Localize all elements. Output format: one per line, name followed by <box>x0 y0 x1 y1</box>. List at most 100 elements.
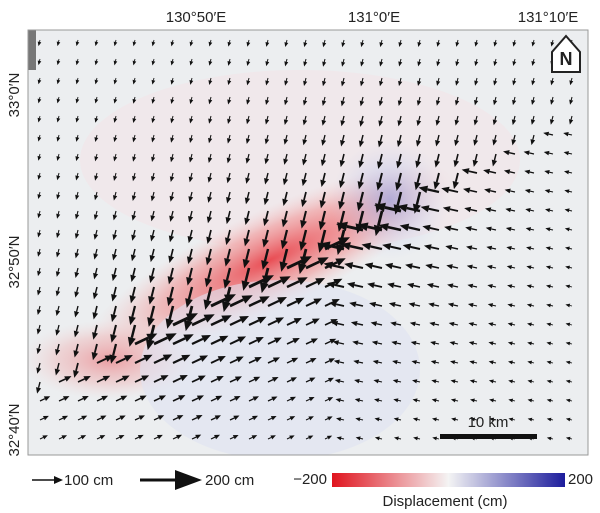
arrow-head <box>488 360 494 365</box>
arrow-head <box>150 195 156 202</box>
displacement-arrow <box>229 318 242 327</box>
map-area <box>28 30 588 455</box>
arrow-head <box>376 161 383 170</box>
displacement-arrow <box>39 77 41 81</box>
displacement-arrow <box>395 323 402 326</box>
displacement-arrow <box>39 436 44 440</box>
arrow-head <box>37 136 42 142</box>
arrow-head <box>75 98 80 104</box>
displacement-arrow <box>302 210 307 222</box>
arrow-head <box>120 395 128 401</box>
arrow-head <box>544 170 550 175</box>
arrow-head <box>36 328 42 335</box>
arrow-head <box>409 321 416 327</box>
arrow-head <box>527 398 533 403</box>
displacement-arrow <box>342 115 345 121</box>
displacement-arrow <box>322 153 326 161</box>
displacement-arrow <box>301 229 308 243</box>
arrow-head <box>42 415 49 421</box>
displacement-arrow <box>305 437 310 440</box>
arrow-head <box>526 303 532 308</box>
displacement-arrow <box>341 134 345 141</box>
displacement-arrow <box>248 359 257 364</box>
arrow-head <box>37 251 42 257</box>
arrow-head <box>56 136 61 142</box>
arrow-head <box>313 298 323 305</box>
arrow-head <box>227 80 232 86</box>
arrow-head <box>130 254 137 262</box>
arrow-head <box>94 41 99 47</box>
displacement-arrow <box>38 286 41 291</box>
arrow-head <box>545 208 551 213</box>
arrow-head <box>524 169 531 175</box>
displacement-arrow <box>134 336 149 346</box>
arrow-head <box>569 99 574 105</box>
displacement-arrow <box>511 247 516 250</box>
arrow-head <box>271 396 278 402</box>
arrow-head <box>74 233 80 239</box>
displacement-arrow <box>210 436 216 440</box>
arrow-head <box>179 375 188 382</box>
displacement-arrow <box>171 134 174 139</box>
displacement-arrow <box>115 436 120 440</box>
arrow-head <box>312 318 320 325</box>
arrow-head <box>151 79 156 85</box>
displacement-arrow <box>550 324 554 326</box>
arrow-head <box>186 256 193 265</box>
displacement-arrow <box>208 229 212 238</box>
displacement-arrow <box>152 134 155 139</box>
displacement-arrow <box>96 58 98 62</box>
displacement-arrow <box>568 133 573 136</box>
displacement-arrow <box>207 248 212 259</box>
arrow-head <box>327 397 334 402</box>
arrow-head <box>73 330 80 338</box>
displacement-arrow <box>552 39 554 43</box>
displacement-arrow <box>229 417 235 421</box>
displacement-arrow <box>113 267 117 275</box>
arrow-head <box>320 179 327 188</box>
arrow-head <box>358 140 365 148</box>
arrow-head <box>374 417 380 422</box>
displacement-arrow <box>172 39 174 43</box>
displacement-arrow <box>392 265 402 269</box>
arrow-head <box>208 118 213 124</box>
arrow-head <box>215 395 223 401</box>
arrow-head <box>263 198 270 206</box>
displacement-arrow <box>169 267 174 278</box>
displacement-arrow <box>361 96 364 102</box>
displacement-arrow <box>113 248 117 255</box>
displacement-arrow <box>415 323 421 326</box>
displacement-arrow <box>417 438 421 440</box>
arrow-head <box>151 118 156 124</box>
arrow-head <box>369 301 377 308</box>
displacement-arrow <box>532 115 535 120</box>
arrow-head <box>242 258 250 269</box>
arrow-head <box>94 137 99 143</box>
arrow-head <box>308 396 315 402</box>
arrow-head <box>282 198 289 207</box>
arrow-head <box>148 275 155 284</box>
displacement-arrow <box>513 96 516 101</box>
displacement-arrow <box>95 191 98 196</box>
displacement-arrow <box>491 247 497 250</box>
arrow-head <box>423 244 432 251</box>
arrow-head <box>290 377 297 383</box>
displacement-arrow <box>114 210 117 216</box>
arrow-legend-label: 100 cm <box>64 472 113 489</box>
arrow-head <box>245 138 251 144</box>
displacement-arrow <box>455 380 459 383</box>
displacement-arrow <box>172 436 178 440</box>
displacement-arrow <box>418 58 421 62</box>
displacement-arrow <box>38 191 41 195</box>
arrow-head <box>357 222 369 232</box>
arrow-head <box>284 61 289 67</box>
arrow-head <box>378 223 389 232</box>
displacement-arrow <box>367 225 383 232</box>
displacement-arrow <box>378 399 383 402</box>
arrow-head <box>277 297 287 305</box>
arrow-head <box>290 396 296 402</box>
arrow-head <box>55 310 61 317</box>
displacement-arrow <box>360 134 364 142</box>
displacement-arrow <box>246 191 250 199</box>
displacement-arrow <box>324 418 329 421</box>
